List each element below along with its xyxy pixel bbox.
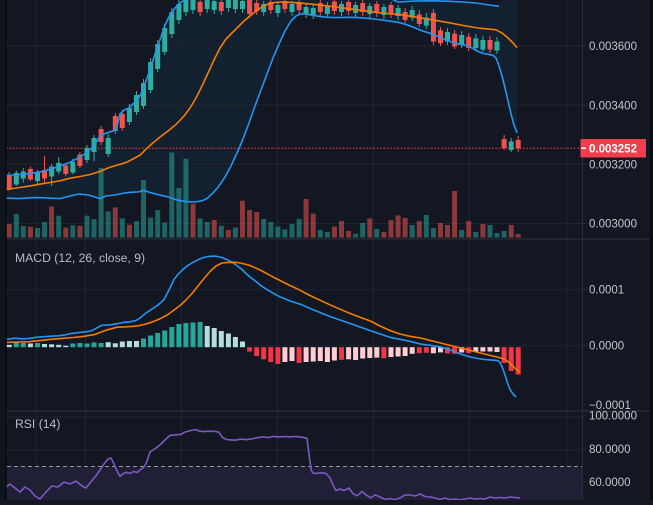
svg-text:RSI (14): RSI (14): [15, 417, 60, 431]
svg-text:0.0000: 0.0000: [589, 341, 624, 353]
svg-text:80.0000: 80.0000: [589, 444, 631, 456]
svg-text:0.003600: 0.003600: [589, 41, 637, 53]
svg-text:60.0000: 60.0000: [589, 477, 631, 489]
svg-text:100.0000: 100.0000: [589, 411, 637, 423]
svg-text:MACD (12, 26, close, 9): MACD (12, 26, close, 9): [15, 251, 145, 265]
svg-text:0.003400: 0.003400: [589, 101, 637, 113]
svg-text:0.0001: 0.0001: [589, 285, 624, 297]
svg-text:0.003000: 0.003000: [589, 219, 637, 231]
svg-text:0.003200: 0.003200: [589, 159, 637, 171]
svg-text:0.003252: 0.003252: [589, 143, 637, 155]
